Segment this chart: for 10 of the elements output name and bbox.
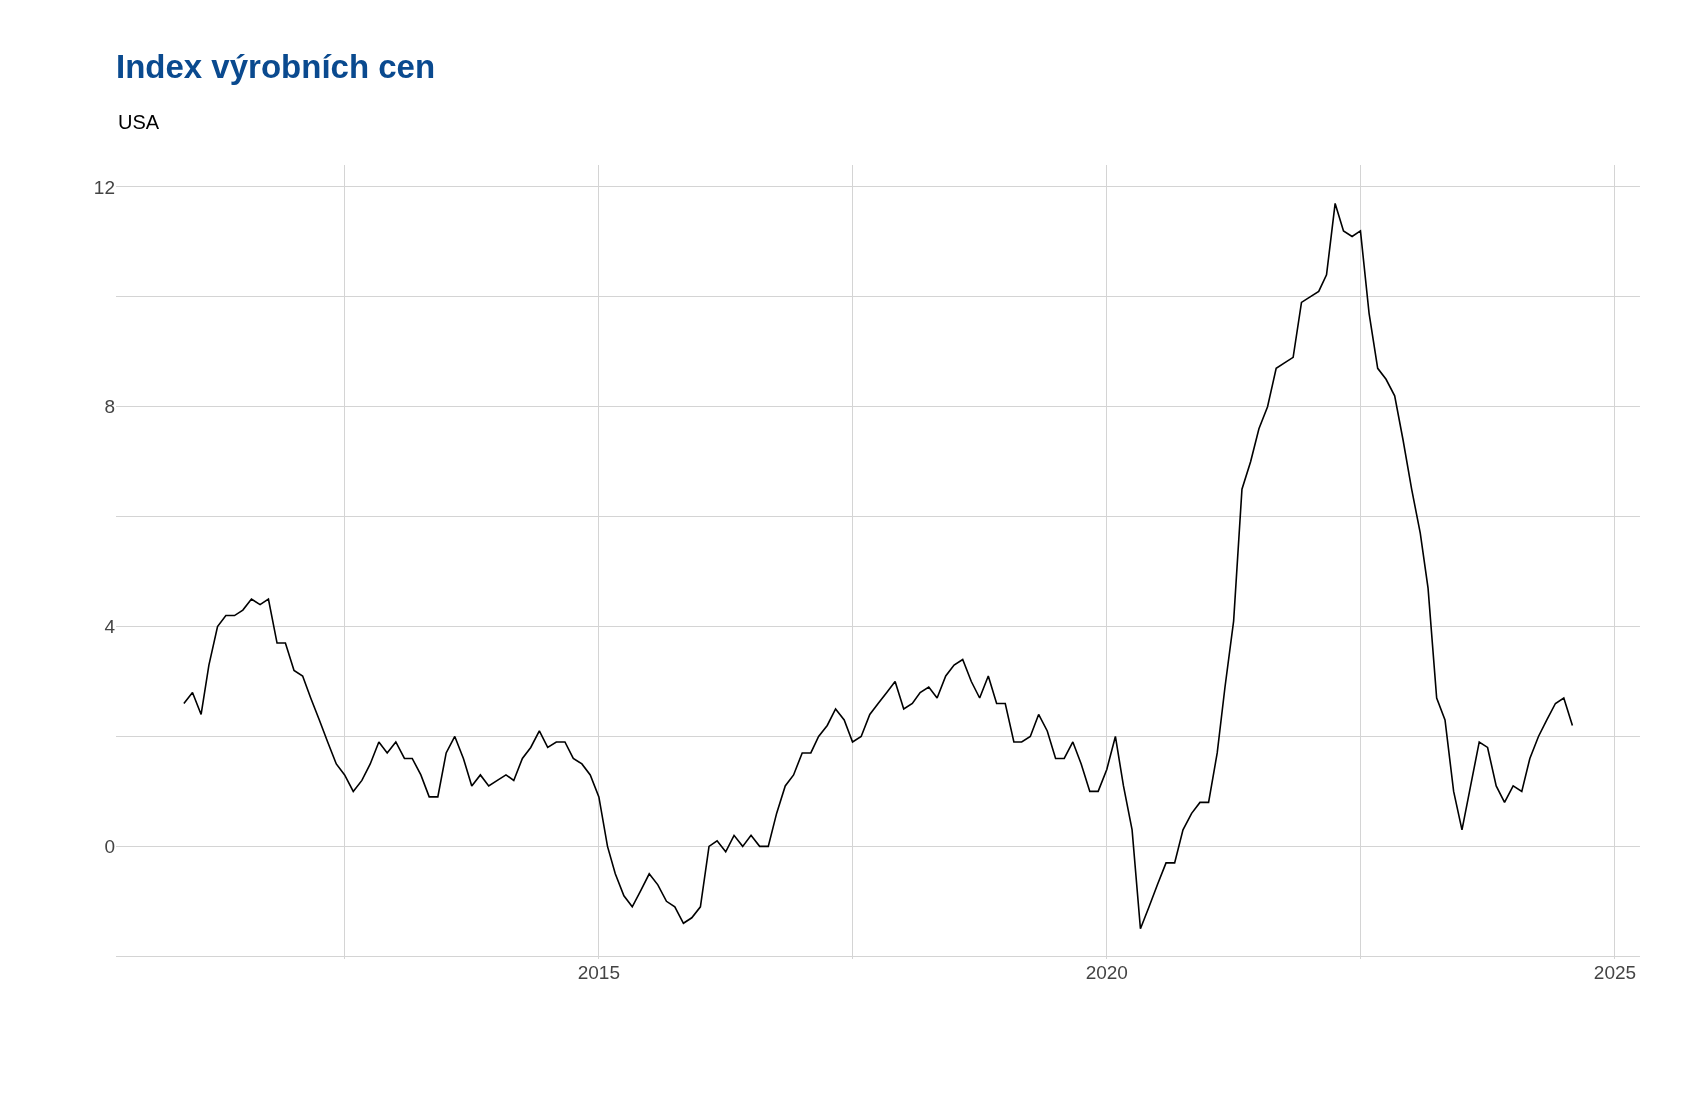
- chart-subtitle: USA: [118, 111, 160, 133]
- line-series: [183, 202, 1574, 930]
- x-tick-label: 2025: [1593, 962, 1637, 983]
- y-tick-label: 4: [104, 616, 116, 638]
- chart-title: Index výrobních cen: [116, 48, 436, 86]
- y-tick-label: 8: [104, 396, 115, 418]
- y-tick-label: 0: [104, 836, 115, 858]
- y-tick-label: 12: [93, 176, 115, 198]
- x-tick-label: 2020: [1085, 962, 1128, 983]
- x-tick-label: 2015: [577, 962, 621, 983]
